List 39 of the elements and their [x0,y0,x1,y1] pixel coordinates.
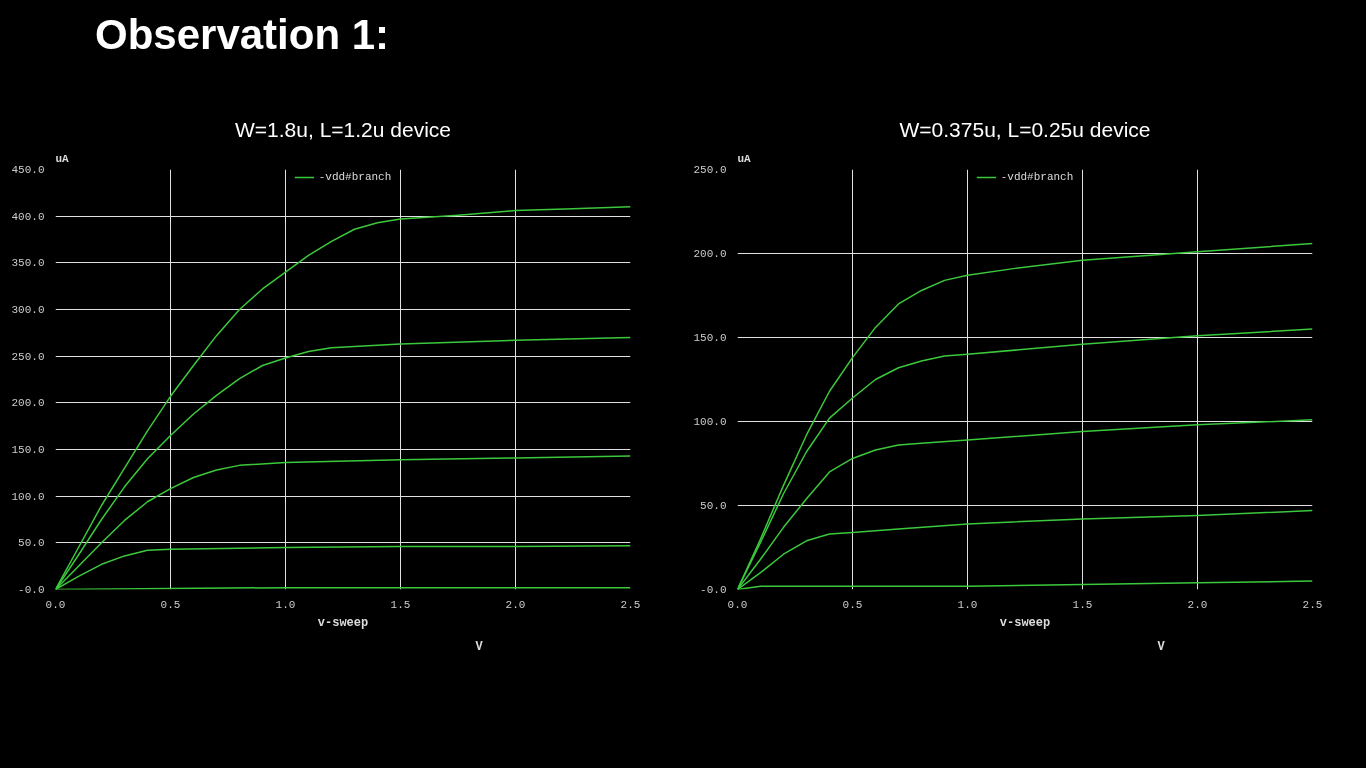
x-tick-label: 0.0 [727,598,748,611]
y-tick-label: -0.0 [700,584,727,596]
x-axis-title: v-sweep [999,615,1051,630]
x-tick-label: 1.0 [275,598,296,611]
y-tick-label: 300.0 [11,304,45,316]
y-axis-title: uA [737,152,752,165]
chart-title: Observation 1: [95,10,390,60]
y-tick-label: 400.0 [11,210,45,223]
text: V [475,639,484,654]
y-tick-label: 450.0 [11,164,45,176]
y-tick-label: 250.0 [693,164,727,176]
x-tick-label: 1.5 [1072,598,1093,611]
y-tick-label: 50.0 [18,537,45,550]
x-tick-label: 2.5 [620,598,641,611]
y-tick-label: 200.0 [693,248,727,260]
y-tick-label: 100.0 [11,490,45,503]
chart-subtitle: W=1.8u, L=1.2u device [235,117,451,141]
y-tick-label: -0.0 [18,584,45,596]
x-tick-label: 2.5 [1302,598,1323,611]
x-tick-label: 0.0 [45,598,66,611]
y-axis-title: uA [55,152,70,165]
y-tick-label: 150.0 [693,332,727,344]
x-tick-label: 2.0 [505,598,526,611]
x-tick-label: 1.0 [957,598,978,611]
y-tick-label: 150.0 [11,444,45,456]
x-tick-label: 0.5 [842,598,863,611]
legend-label: -vdd#branch [318,171,392,183]
y-tick-label: 50.0 [700,500,727,512]
chart-subtitle: W=0.375u, L=0.25u device [899,117,1151,141]
legend-label: -vdd#branch [1000,171,1074,183]
y-tick-label: 100.0 [693,416,727,428]
x-tick-label: 1.5 [390,598,411,611]
y-tick-label: 250.0 [11,350,45,363]
x-axis-title: v-sweep [317,615,369,630]
x-tick-label: 0.5 [160,598,181,611]
y-tick-label: 350.0 [11,257,45,270]
y-tick-label: 200.0 [11,397,45,410]
text: V [1157,639,1166,654]
x-tick-label: 2.0 [1187,598,1208,611]
